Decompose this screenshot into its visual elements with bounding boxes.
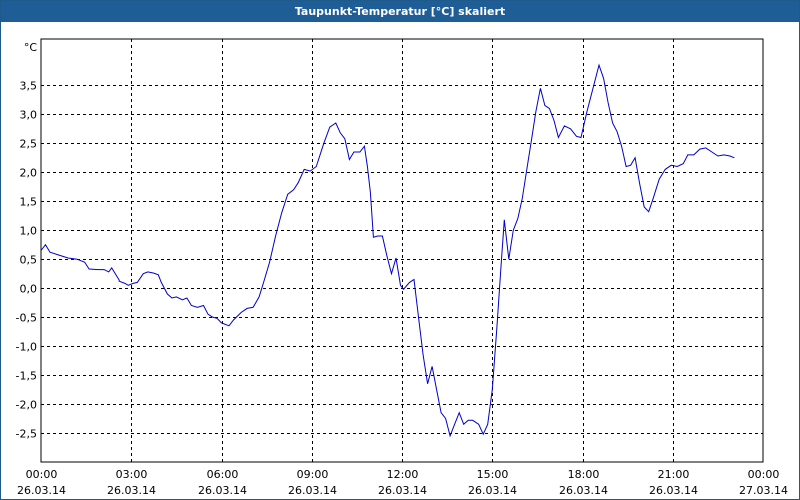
x-tick-date-label: 26.03.14 <box>559 484 608 497</box>
x-tick-date-label: 26.03.14 <box>17 484 66 497</box>
y-tick-label: 3,0 <box>20 109 38 122</box>
x-tick-date-label: 26.03.14 <box>378 484 427 497</box>
y-tick-label: 2,0 <box>20 167 38 180</box>
chart-title: Taupunkt-Temperatur [°C] skaliert <box>1 1 799 22</box>
y-tick-label: 2,5 <box>20 138 38 151</box>
y-tick-label: -1,5 <box>16 370 37 383</box>
x-tick-time-label: 18:00 <box>568 468 600 481</box>
x-tick-time-label: 00:00 <box>26 468 58 481</box>
series-line <box>40 63 735 438</box>
x-tick-time-label: 12:00 <box>387 468 419 481</box>
y-tick-label: 1,0 <box>20 225 38 238</box>
y-tick-label: -2,0 <box>16 399 37 412</box>
x-tick-time-label: 21:00 <box>658 468 690 481</box>
x-tick-date-label: 26.03.14 <box>468 484 517 497</box>
x-tick-time-label: 03:00 <box>116 468 148 481</box>
y-tick-label: 1,5 <box>20 196 38 209</box>
x-tick-date-label: 26.03.14 <box>198 484 247 497</box>
y-tick-label: 0,5 <box>20 254 38 267</box>
x-tick-time-label: 09:00 <box>297 468 329 481</box>
x-tick-date-label: 26.03.14 <box>107 484 156 497</box>
y-tick-label: -2,5 <box>16 428 37 441</box>
x-tick-time-label: 00:00 <box>748 468 780 481</box>
x-tick-time-label: 15:00 <box>477 468 509 481</box>
y-unit-label: °C <box>24 41 38 54</box>
chart-svg: 3,5 3,0 2,5 2,0 1,5 1,0 0,5 0,0 -0,5 -1,0 -1,5 -2,0… <box>16 38 788 497</box>
y-tick-label: -0,5 <box>16 312 37 325</box>
x-tick-date-label: 26.03.14 <box>649 484 698 497</box>
y-tick-label: 0,0 <box>20 283 38 296</box>
y-tick-label: 3,5 <box>20 80 38 93</box>
x-tick-date-label: 27.03.14 <box>739 484 788 497</box>
x-tick-time-label: 06:00 <box>207 468 239 481</box>
x-tick-date-label: 26.03.14 <box>288 484 337 497</box>
y-tick-label: -1,0 <box>16 341 37 354</box>
